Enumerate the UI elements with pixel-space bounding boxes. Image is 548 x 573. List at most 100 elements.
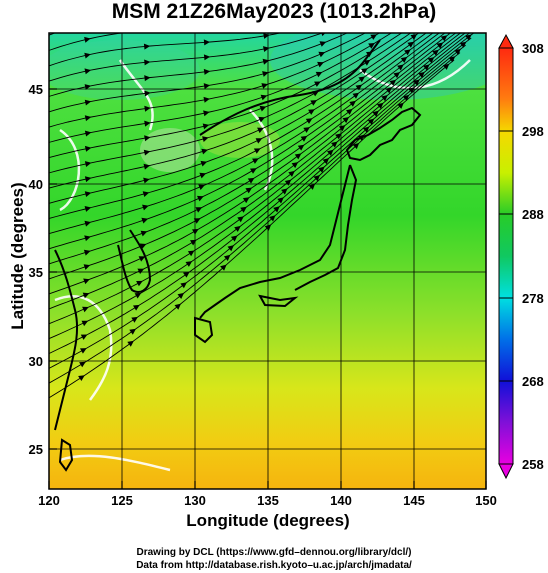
streamline-arrow xyxy=(230,235,238,242)
streamline-arrow xyxy=(185,261,193,267)
streamline-arrow xyxy=(414,27,421,33)
streamline-arrow xyxy=(220,264,227,271)
streamline-arrow xyxy=(140,230,148,237)
colorbar-tick-label: 288 xyxy=(522,207,544,222)
streamline-arrow xyxy=(331,141,338,148)
streamline-arrow xyxy=(263,33,270,39)
streamline-arrow xyxy=(314,81,321,87)
streamline-arrow xyxy=(84,235,91,242)
streamline-arrow xyxy=(79,361,86,368)
streamline-arrow xyxy=(253,148,261,154)
streamline-arrow xyxy=(297,144,305,151)
wind-streamlines xyxy=(27,26,475,480)
streamline-arrow xyxy=(273,206,280,213)
streamline xyxy=(49,33,126,51)
streamline-arrow xyxy=(133,304,140,311)
axis-ticks xyxy=(48,88,487,489)
streamline-arrow xyxy=(203,54,211,61)
streamline xyxy=(27,462,39,465)
streamline-arrow xyxy=(342,117,350,124)
streamline-arrow xyxy=(303,127,310,133)
streamline-arrow xyxy=(349,100,356,107)
streamline-arrow xyxy=(362,126,370,133)
streamline-arrow xyxy=(352,92,360,99)
streamline-arrow xyxy=(400,56,408,63)
colorbar-tick-label: 268 xyxy=(522,374,544,389)
streamline-arrow xyxy=(197,195,204,202)
streamline-arrow xyxy=(255,138,263,144)
x-axis-label: Longitude (degrees) xyxy=(186,511,350,530)
streamline-arrow xyxy=(318,166,325,173)
streamline-arrow xyxy=(200,160,208,167)
y-tick-label: 40 xyxy=(29,177,43,192)
streamline-arrow xyxy=(144,59,151,66)
streamline xyxy=(49,33,475,340)
streamline-arrow xyxy=(368,43,375,49)
streamline xyxy=(27,477,39,480)
streamline-arrow xyxy=(83,249,91,256)
streamline-arrow xyxy=(84,99,92,106)
streamline-arrow xyxy=(308,183,316,190)
streamline-arrow xyxy=(144,120,151,127)
streamline-arrow xyxy=(84,206,92,212)
colorbar-bottom-arrow xyxy=(498,463,514,480)
streamline-arrow xyxy=(137,268,145,274)
x-tick-label: 135 xyxy=(257,493,279,508)
streamline xyxy=(49,33,349,97)
streamline-arrow xyxy=(338,125,346,132)
streamline-arrow xyxy=(240,206,247,213)
streamline-arrow xyxy=(281,188,288,195)
streamline-arrow xyxy=(370,34,377,40)
streamline-arrow xyxy=(193,218,201,224)
streamline-arrow xyxy=(397,102,404,109)
streamline-arrow xyxy=(250,168,257,174)
colorbar-tick-label: 308 xyxy=(522,41,544,56)
streamline-arrow xyxy=(358,76,365,83)
streamline-arrow xyxy=(252,158,259,164)
streamline-arrow xyxy=(127,340,134,347)
streamline xyxy=(49,59,455,399)
streamline-arrow xyxy=(203,83,211,90)
streamline-arrow xyxy=(131,316,138,323)
streamline-arrow xyxy=(203,39,210,46)
isolines xyxy=(54,59,471,472)
streamline xyxy=(49,33,403,159)
streamline-arrow xyxy=(413,79,420,86)
streamline-arrow xyxy=(84,161,92,167)
streamline xyxy=(49,37,472,355)
streamline-arrow xyxy=(203,110,210,117)
streamline-arrow xyxy=(134,292,142,299)
streamline-arrow xyxy=(84,115,92,122)
streamline-arrow xyxy=(372,26,379,32)
x-tick-labels: 120 125 130 135 140 145 150 xyxy=(38,493,497,508)
colorbar-tick-label: 278 xyxy=(522,291,544,306)
streamline-arrow xyxy=(259,105,267,112)
streamline-arrow xyxy=(83,264,91,270)
streamline-arrow xyxy=(84,130,92,137)
streamline-arrow xyxy=(144,75,151,82)
streamline-arrow xyxy=(291,162,299,169)
streamline-arrow xyxy=(129,328,136,335)
streamline xyxy=(49,33,412,174)
streamline-arrow xyxy=(237,216,244,223)
streamline-arrow xyxy=(84,176,92,183)
streamline-arrow xyxy=(448,56,456,63)
y-tick-label: 25 xyxy=(29,442,43,457)
streamline-arrow xyxy=(202,123,210,130)
streamline-arrow xyxy=(84,145,92,152)
streamline-arrow xyxy=(247,177,255,184)
streamline-arrow xyxy=(346,108,353,115)
streamline-arrow xyxy=(141,217,149,224)
streamline-arrow xyxy=(144,135,151,142)
streamline-arrow xyxy=(436,42,444,49)
streamline-arrow xyxy=(177,292,185,299)
streamline-arrow xyxy=(144,105,151,112)
lat-lon-grid xyxy=(49,33,486,489)
streamline-arrow xyxy=(407,41,414,48)
streamline-arrow xyxy=(234,225,241,232)
streamline-arrow xyxy=(288,170,295,177)
map-title: MSM 21Z26May2023 (1013.2hPa) xyxy=(111,0,437,23)
streamline-arrow xyxy=(355,84,363,91)
y-tick-label: 30 xyxy=(29,354,43,369)
